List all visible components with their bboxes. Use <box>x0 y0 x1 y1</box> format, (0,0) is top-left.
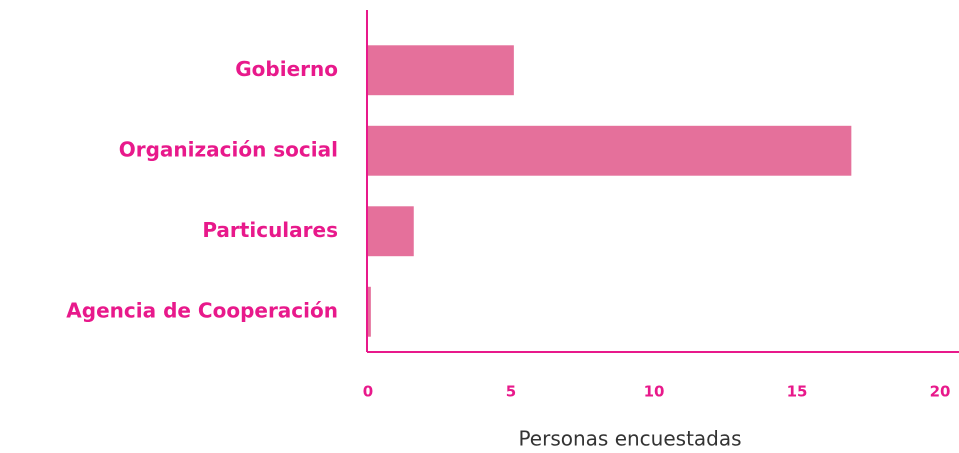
bar <box>368 286 371 337</box>
bar <box>368 45 514 96</box>
y-tick-label: Particulares <box>202 218 338 242</box>
x-axis-title: Personas encuestadas <box>518 427 741 451</box>
y-tick-label: Gobierno <box>235 57 338 81</box>
x-tick-label: 5 <box>506 383 516 401</box>
x-tick-label: 10 <box>644 383 665 401</box>
y-tick-label: Organización social <box>119 137 338 161</box>
bar <box>368 125 852 176</box>
x-tick-label: 0 <box>363 383 373 401</box>
bar <box>368 206 414 257</box>
x-tick-label: 15 <box>787 383 808 401</box>
x-tick-label: 20 <box>930 383 951 401</box>
y-tick-label: Agencia de Cooperación <box>66 298 338 322</box>
